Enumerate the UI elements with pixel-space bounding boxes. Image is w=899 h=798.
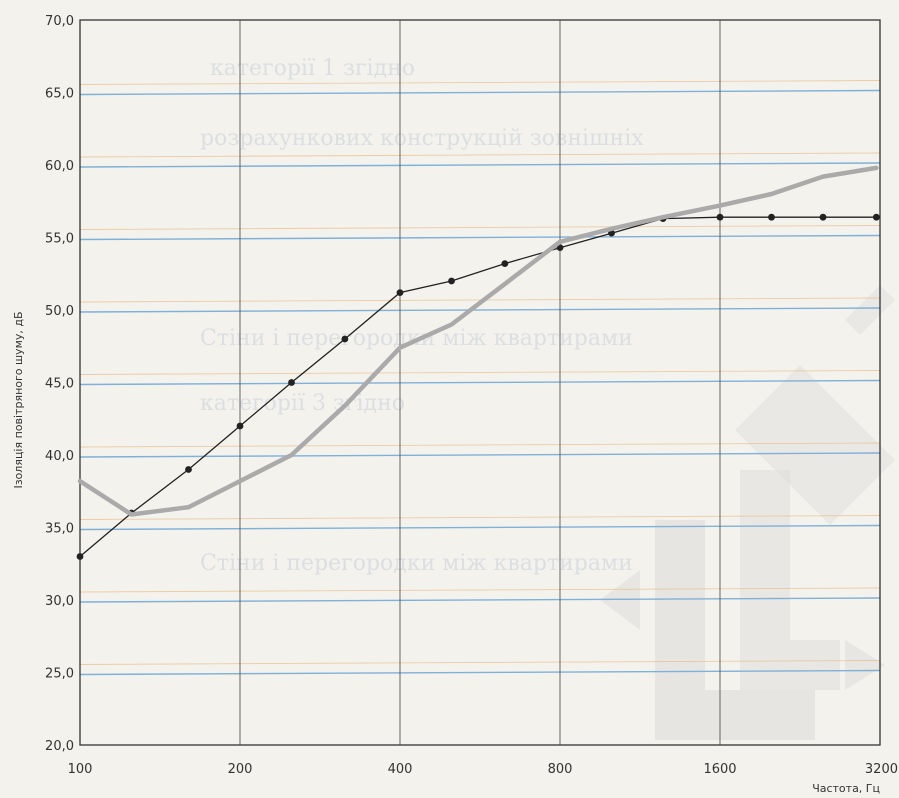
y-tick-label: 70,0 xyxy=(45,14,74,29)
x-tick-labels: 100 200 400 800 1600 3200 xyxy=(68,762,898,777)
data-point-black xyxy=(556,244,564,252)
svg-text:Стіни і перегородки між кварти: Стіни і перегородки між квартирами xyxy=(200,551,633,576)
y-tick-labels: 20,0 25,0 30,0 35,0 40,0 45,0 50,0 55,0 60,0 65,0… xyxy=(45,14,74,754)
h-grid-line-orange xyxy=(79,152,881,158)
x-tick-label: 200 xyxy=(228,762,253,777)
data-point-black xyxy=(819,213,827,221)
svg-text:категорії 3 згідно: категорії 3 згідно xyxy=(200,391,405,416)
h-grid-line-blue xyxy=(79,524,881,531)
h-grid-line-blue xyxy=(79,307,881,313)
h-grid-line-orange xyxy=(79,660,881,665)
grid-lines xyxy=(79,20,881,745)
h-grid-line-orange xyxy=(79,80,881,85)
h-grid-line-blue xyxy=(79,162,881,168)
y-tick-label: 20,0 xyxy=(45,739,74,754)
data-point-black xyxy=(341,335,349,343)
h-grid-line-blue xyxy=(79,234,881,241)
data-point-black xyxy=(448,277,455,285)
x-tick-label: 400 xyxy=(388,762,413,777)
h-grid-line-blue xyxy=(79,669,881,676)
y-tick-label: 55,0 xyxy=(45,232,74,247)
h-grid-line-blue xyxy=(79,452,881,458)
y-tick-label: 25,0 xyxy=(45,667,74,682)
data-point-black xyxy=(716,213,724,221)
h-grid-line-blue xyxy=(79,379,881,386)
h-grid-line-orange xyxy=(79,370,881,375)
series-line-black xyxy=(79,216,877,557)
data-point-black xyxy=(288,379,295,386)
x-axis-title: Частота, Гц xyxy=(812,782,880,795)
data-point-black xyxy=(396,289,404,296)
data-point-black xyxy=(768,213,775,221)
data-point-black xyxy=(236,422,244,430)
y-tick-label: 35,0 xyxy=(45,522,74,537)
background-watermark: категорії 1 згідно розрахункових констру… xyxy=(200,56,895,740)
data-point-black xyxy=(872,213,880,221)
x-tick-label: 100 xyxy=(68,762,93,777)
h-grid-line-orange xyxy=(79,297,881,303)
h-grid-line-blue xyxy=(79,89,881,96)
h-grid-line-orange xyxy=(79,587,881,593)
plot-frame xyxy=(79,19,881,746)
y-tick-label: 30,0 xyxy=(45,594,74,609)
data-point-black xyxy=(185,466,192,473)
y-tick-label: 60,0 xyxy=(45,159,74,174)
data-point-black xyxy=(76,553,84,560)
x-tick-label: 1600 xyxy=(703,762,736,777)
series-layer xyxy=(76,165,880,560)
series-line-grey xyxy=(77,165,879,517)
x-tick-label: 800 xyxy=(548,762,573,777)
y-tick-label: 65,0 xyxy=(45,87,74,102)
y-axis-title: Ізоляція повітряного шуму, дБ xyxy=(12,311,25,488)
y-tick-label: 40,0 xyxy=(45,449,74,464)
h-grid-line-orange xyxy=(79,515,881,520)
svg-text:категорії 1 згідно: категорії 1 згідно xyxy=(210,56,415,81)
h-grid-line-orange xyxy=(79,225,881,230)
data-point-black xyxy=(501,260,509,267)
h-grid-line-blue xyxy=(79,597,881,603)
plot-border xyxy=(79,19,881,746)
x-tick-label: 3200 xyxy=(865,762,898,777)
y-tick-label: 50,0 xyxy=(45,304,74,319)
svg-text:розрахункових конструкцій зовн: розрахункових конструкцій зовнішніх xyxy=(200,126,644,151)
h-grid-line-orange xyxy=(79,442,881,448)
y-tick-label: 45,0 xyxy=(45,377,74,392)
